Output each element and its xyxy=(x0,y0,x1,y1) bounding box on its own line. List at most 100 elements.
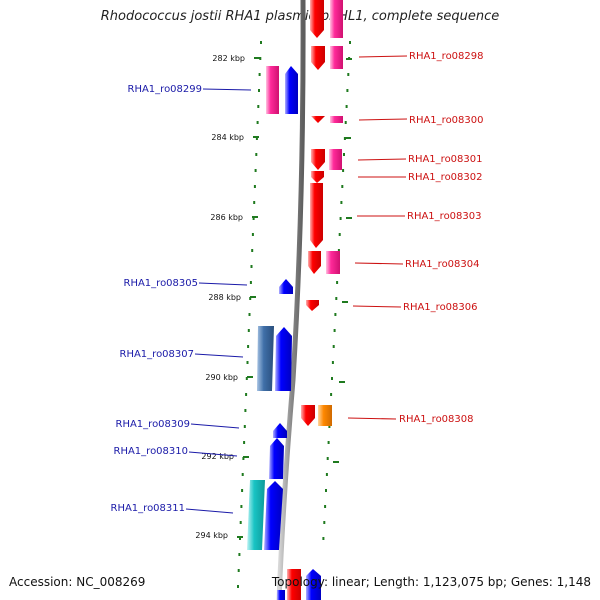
kbp-label: 292 kbp xyxy=(201,452,234,461)
label-leader xyxy=(354,262,404,265)
scale-dot xyxy=(251,233,254,236)
scale-dot xyxy=(242,457,245,460)
scale-dot xyxy=(323,521,326,524)
scale-dot xyxy=(255,137,258,140)
kbp-tick xyxy=(346,217,352,219)
label-leader xyxy=(358,55,408,58)
gene-ro08299-pink-arrow[interactable] xyxy=(266,66,279,114)
gene-label-ro08302[interactable]: RHA1_ro08302 xyxy=(408,172,483,183)
scale-dot xyxy=(245,377,248,380)
scale-dot xyxy=(243,441,246,444)
kbp-label: 294 kbp xyxy=(195,531,228,540)
gene-ro08301-arrow[interactable] xyxy=(311,149,325,170)
accession-text: Accession: NC_008269 xyxy=(9,575,146,589)
kbp-label: 286 kbp xyxy=(210,213,243,222)
kbp-tick xyxy=(243,456,249,458)
kbp-tick xyxy=(339,381,345,383)
scale-dot xyxy=(239,537,241,540)
gene-label-ro08310[interactable]: RHA1_ro08310 xyxy=(114,446,189,457)
gene-ro08307-arrow[interactable] xyxy=(275,327,292,391)
gene-ro08302-arrow[interactable] xyxy=(311,171,324,183)
gene-ro08303-arrow[interactable] xyxy=(310,183,323,248)
gene-label-ro08306[interactable]: RHA1_ro08306 xyxy=(403,302,478,313)
scale-dot xyxy=(331,361,334,364)
kbp-label: 290 kbp xyxy=(205,373,238,382)
gene-ro08298b-arrow[interactable] xyxy=(330,46,343,69)
gene-ro08311-cyan-arrow[interactable] xyxy=(247,480,265,550)
scale-dot xyxy=(335,297,338,300)
gene-label-ro08305[interactable]: RHA1_ro08305 xyxy=(124,278,199,289)
scale-dot xyxy=(325,473,328,476)
gene-ro08309-arrow[interactable] xyxy=(273,423,287,438)
scale-dot xyxy=(248,313,251,316)
gene-ro08311-arrow[interactable] xyxy=(264,481,283,550)
scale-dot xyxy=(240,505,243,508)
label-leader xyxy=(357,158,407,161)
kbp-label: 288 kbp xyxy=(208,293,241,302)
scale-dot xyxy=(237,569,240,572)
gene-ro08308b-arrow[interactable] xyxy=(318,405,332,426)
gene-label-ro08307[interactable]: RHA1_ro08307 xyxy=(120,349,195,360)
gene-ro08304b-arrow[interactable] xyxy=(326,251,340,274)
scale-dot xyxy=(332,345,335,348)
scale-dot xyxy=(258,89,260,92)
gene-ro08310-arrow[interactable] xyxy=(269,438,284,479)
label-leader xyxy=(358,118,408,121)
gene-ro08300b-arrow[interactable] xyxy=(330,116,343,123)
genes-reverse-strand xyxy=(301,0,343,426)
gene-label-ro08311[interactable]: RHA1_ro08311 xyxy=(111,503,186,514)
scale-dot xyxy=(322,537,325,540)
scale-dot xyxy=(339,217,342,220)
gene-label-ro08300[interactable]: RHA1_ro08300 xyxy=(409,115,484,126)
kbp-tick xyxy=(237,536,243,538)
scale-dot xyxy=(342,169,345,172)
gene-label-ro08304[interactable]: RHA1_ro08304 xyxy=(405,259,480,270)
gene-bottom-red-arrow[interactable] xyxy=(287,569,301,600)
gene-ro08306-arrow[interactable] xyxy=(306,300,319,311)
scale-dot xyxy=(251,249,254,252)
gene-ro08305-arrow[interactable] xyxy=(279,279,293,294)
gene-label-ro08303[interactable]: RHA1_ro08303 xyxy=(407,211,482,222)
scale-dot xyxy=(334,313,337,316)
scale-dot xyxy=(333,329,336,332)
scale-dot xyxy=(249,281,252,284)
scale-dot xyxy=(260,41,262,44)
label-leader xyxy=(194,353,244,358)
gene-ro08308-arrow[interactable] xyxy=(301,405,315,426)
plasmid-backbone xyxy=(276,0,306,600)
label-leader xyxy=(352,305,402,308)
scale-dot xyxy=(255,153,258,156)
scale-dot xyxy=(253,185,256,188)
gene-ro08297-arrow[interactable] xyxy=(310,0,324,38)
gene-ro08297b-arrow[interactable] xyxy=(330,0,343,38)
gene-ro08300-arrow[interactable] xyxy=(311,116,325,123)
label-leader xyxy=(198,282,248,286)
scale-dot xyxy=(340,201,343,204)
scale-dot xyxy=(247,329,250,332)
scale-dot xyxy=(345,105,348,108)
label-leader xyxy=(202,88,252,91)
kbp-label: 284 kbp xyxy=(211,133,244,142)
gene-ro08298-arrow[interactable] xyxy=(311,46,325,70)
scale-dot xyxy=(253,201,256,204)
gene-bottom-blue-arrow[interactable] xyxy=(306,569,321,600)
gene-label-ro08309[interactable]: RHA1_ro08309 xyxy=(116,419,191,430)
scale-dot xyxy=(259,57,262,60)
gene-label-ro08301[interactable]: RHA1_ro08301 xyxy=(408,154,483,165)
gene-label-ro08298[interactable]: RHA1_ro08298 xyxy=(409,51,484,62)
label-leader xyxy=(188,451,238,457)
scale-dot xyxy=(327,441,330,444)
gene-ro08304-arrow[interactable] xyxy=(308,251,321,274)
genes-bottom xyxy=(277,569,321,600)
gene-bottom-blue-small[interactable] xyxy=(277,590,285,600)
scale-dot xyxy=(256,121,259,124)
kbp-tick xyxy=(247,376,253,378)
gene-ro08299-arrow[interactable] xyxy=(285,66,298,114)
gene-ro08307-steel-arrow[interactable] xyxy=(257,326,274,391)
gene-ro08301b-arrow[interactable] xyxy=(329,149,342,170)
scale-dot xyxy=(324,505,327,508)
gene-label-ro08299[interactable]: RHA1_ro08299 xyxy=(128,84,203,95)
scale-dot xyxy=(241,489,244,492)
gene-label-ro08308[interactable]: RHA1_ro08308 xyxy=(399,414,474,425)
topology-summary: Topology: linear; Length: 1,123,075 bp; … xyxy=(271,575,591,589)
